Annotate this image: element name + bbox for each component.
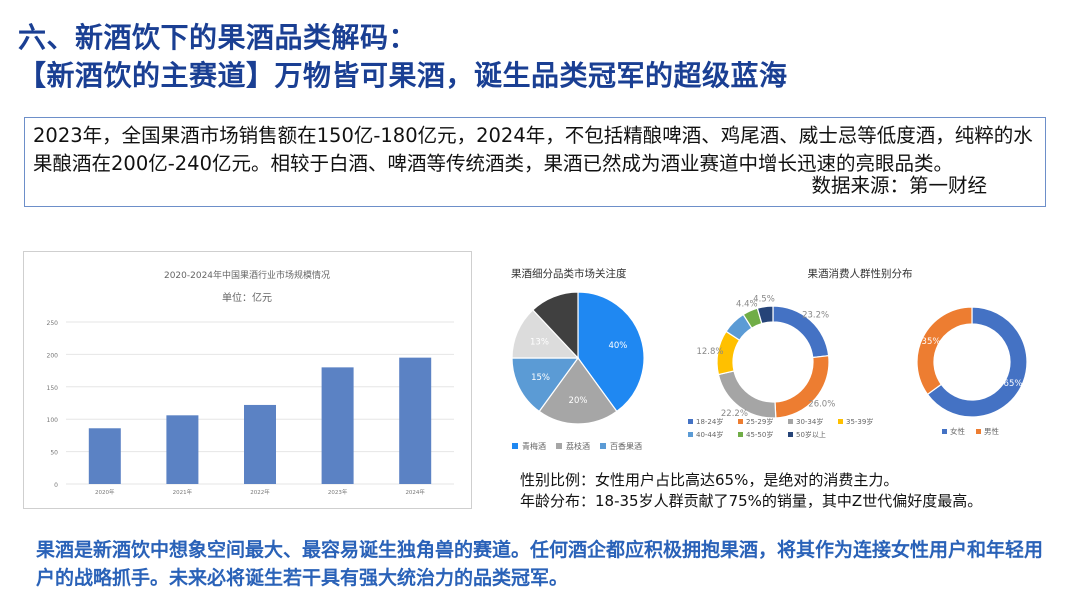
bar-y-tick-label: 50 (50, 450, 58, 457)
age-legend-swatch (738, 432, 743, 437)
pie-chart-title: 果酒细分品类市场关注度 (511, 267, 627, 280)
bar-y-tick-label: 250 (47, 320, 59, 327)
age-legend-swatch (788, 432, 793, 437)
intro-box: 2023年，全国果酒市场销售额在150亿-180亿元，2024年，不包括精酿啤酒… (24, 117, 1046, 207)
category-pie-slice (511, 357, 580, 413)
age-donut-value-label: 23.2% (802, 310, 829, 320)
pie-legend-label: 百香果酒 (610, 441, 642, 451)
gender-donut-slice (916, 306, 973, 396)
gender-legend-label: 女性 (950, 426, 965, 436)
category-pie-value-label: 15% (531, 373, 550, 383)
donut-chart-title: 果酒消费人群性别分布 (808, 267, 913, 280)
age-donut-value-label: 4.5% (753, 295, 775, 305)
bar-2021年 (166, 415, 199, 484)
age-donut-slice (756, 305, 774, 325)
gender-donut-value-label: 65% (1004, 379, 1023, 389)
stats-block: 性别比例：女性用户占比高达65%，是绝对的消费主力。 年龄分布：18-35岁人群… (520, 470, 982, 512)
category-pie-value-label: 40% (608, 341, 627, 351)
bar-x-tick-label: 2020年 (95, 488, 115, 496)
pie-legend-label: 青梅酒 (522, 441, 546, 451)
age-donut-value-label: 26.0% (808, 399, 835, 409)
intro-text: 2023年，全国果酒市场销售额在150亿-180亿元，2024年，不包括精酿啤酒… (33, 124, 1033, 175)
page-title-line1: 六、新酒饮下的果酒品类解码： (18, 21, 418, 54)
category-pie-chart: 果酒细分品类市场关注度 40% 20% 15% 13% 青梅酒 荔枝酒 百香果酒 (511, 267, 645, 451)
bar-2024年 (399, 357, 432, 484)
age-legend-label: 45-50岁 (746, 430, 773, 439)
bar-x-tick-label: 2024年 (405, 488, 425, 496)
conclusion-text: 果酒是新酒饮中想象空间最大、最容易诞生独角兽的赛道。任何酒企都应积极拥抱果酒，将… (36, 539, 1044, 589)
category-pie-value-label: 13% (530, 337, 549, 347)
age-donut-value-label: 22.2% (721, 409, 748, 419)
age-legend-label: 30-34岁 (796, 417, 823, 426)
bar-y-tick-label: 200 (47, 352, 59, 359)
category-pie-slice (577, 291, 645, 413)
pie-legend-label: 荔枝酒 (566, 441, 590, 451)
bar-y-tick-label: 100 (47, 417, 59, 424)
age-legend-label: 18-24岁 (696, 417, 723, 426)
bar-y-tick-label: 150 (47, 385, 59, 392)
age-legend-swatch (788, 419, 793, 424)
age-legend-swatch (688, 432, 693, 437)
bar-x-tick-label: 2023年 (328, 488, 348, 496)
gender-legend-swatch (942, 429, 947, 434)
category-pie-slice (531, 291, 579, 360)
gender-donut-value-label: 35% (922, 337, 941, 347)
age-legend-label: 40-44岁 (696, 430, 723, 439)
age-legend-label: 35-39岁 (846, 417, 873, 426)
bar-2023年 (321, 367, 354, 484)
category-pie-slice (538, 356, 618, 425)
bar-chart: 2020-2024年中国果酒行业市场规模情况 单位：亿元 0 50 100 150 20… (47, 269, 454, 496)
gender-stat: 性别比例：女性用户占比高达65%，是绝对的消费主力。 (520, 471, 899, 489)
age-legend-label: 50岁以上 (796, 430, 826, 439)
age-legend-swatch (688, 419, 693, 424)
bar-x-tick-label: 2021年 (173, 488, 193, 496)
data-source: 数据来源：第一财经 (811, 174, 987, 197)
bar-2022年 (244, 404, 276, 484)
bar-x-tick-label: 2022年 (250, 488, 270, 496)
gender-donut-slice (926, 306, 1028, 418)
bar-chart-unit: 单位：亿元 (222, 291, 272, 304)
age-donut-value-label: 12.8% (696, 347, 723, 357)
gender-legend-label: 男性 (984, 426, 999, 436)
gender-legend-swatch (976, 429, 981, 434)
age-donut-value-label: 4.4% (736, 300, 758, 310)
bar-chart-title: 2020-2024年中国果酒行业市场规模情况 (164, 269, 330, 281)
page-title-line2: 【新酒饮的主赛道】万物皆可果酒，诞生品类冠军的超级蓝海 (18, 59, 788, 92)
category-pie-value-label: 20% (569, 396, 588, 406)
pie-legend-swatch (600, 443, 606, 449)
pie-legend-swatch (512, 443, 518, 449)
bar-y-tick-label: 0 (54, 482, 58, 489)
consumer-donut-charts: 果酒消费人群性别分布 23.2%26.0%22.2%12.8%4.4%4.5% … (688, 267, 1028, 439)
pie-legend-swatch (556, 443, 562, 449)
age-legend-swatch (738, 419, 743, 424)
bar-chart-panel: 2020-2024年中国果酒行业市场规模情况 单位：亿元 0 50 100 150 20… (23, 251, 472, 509)
bar-2020年 (88, 428, 121, 484)
age-stat: 年龄分布：18-35岁人群贡献了75%的销量，其中Z世代偏好度最高。 (520, 492, 983, 510)
age-legend-label: 25-29岁 (746, 417, 773, 426)
age-legend-swatch (838, 419, 843, 424)
